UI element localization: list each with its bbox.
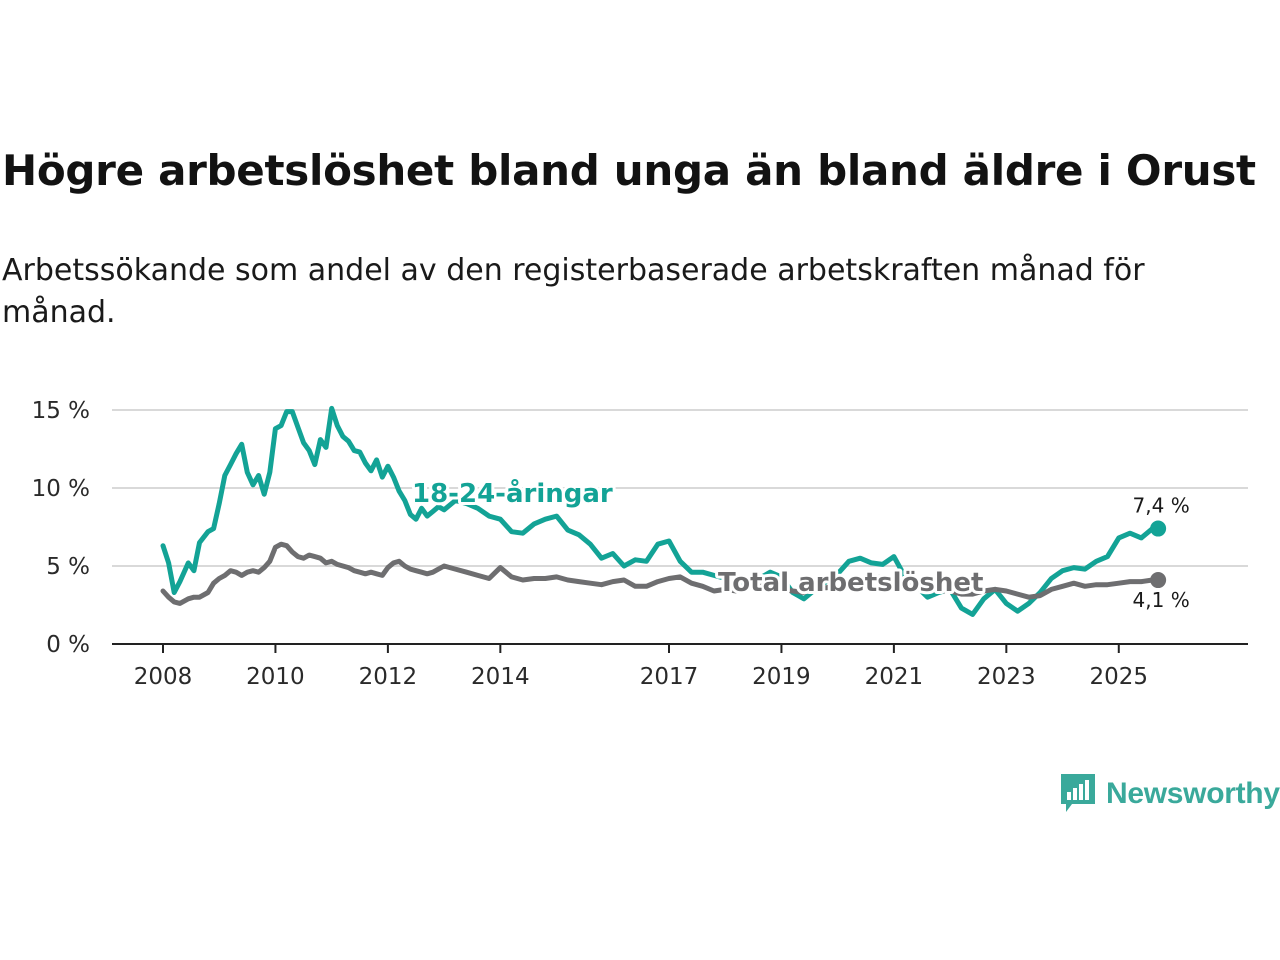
newsworthy-brand: Newsworthy [1058,772,1280,816]
line-chart: 0 %5 %10 %15 % 2008 2010 2012 2014 2017 2019 2… [32,398,1248,690]
y-tick-label: 10 % [32,476,90,502]
end-marker-total [1150,572,1167,589]
x-tick-label: 2021 [865,664,924,690]
x-tick-label: 2025 [1090,664,1149,690]
brand-name: Newsworthy [1106,777,1280,810]
x-tick-label: 2010 [246,664,305,690]
series-line-total [160,541,1161,606]
x-tick-label: 2023 [977,664,1036,690]
x-tick-label: 2012 [359,664,418,690]
end-marker-youth [1150,520,1167,537]
newsworthy-logo-icon [1061,774,1095,812]
series-labels: 18-24-åringar Total arbetslöshet [409,474,986,601]
end-value-total: 4,1 % [1133,588,1190,612]
end-markers: 7,4 % 4,1 % [1133,494,1190,612]
y-tick-label: 15 % [32,398,90,424]
x-tick-label: 2019 [752,664,811,690]
series-label-total: Total arbetslöshet [718,568,983,598]
chart-subtitle: Arbetssökande som andel av den registerb… [2,253,1145,330]
y-tick-label: 5 % [46,554,90,580]
x-tick-label: 2014 [471,664,530,690]
y-tick-label: 0 % [46,632,90,658]
x-axis-ticks: 2008 2010 2012 2014 2017 2019 2021 2023 2025 [134,644,1148,690]
chart-title: Högre arbetslöshet bland unga än bland ä… [2,146,1256,195]
series-label-youth: 18-24-åringar [412,477,613,509]
series-lines [160,405,1161,617]
grid-lines [112,409,1248,567]
x-tick-label: 2008 [134,664,193,690]
x-tick-label: 2017 [640,664,699,690]
end-value-youth: 7,4 % [1133,494,1190,518]
y-axis-ticks: 0 % 5 % 10 % 15 % [32,398,90,658]
series-line-youth [160,405,1161,617]
